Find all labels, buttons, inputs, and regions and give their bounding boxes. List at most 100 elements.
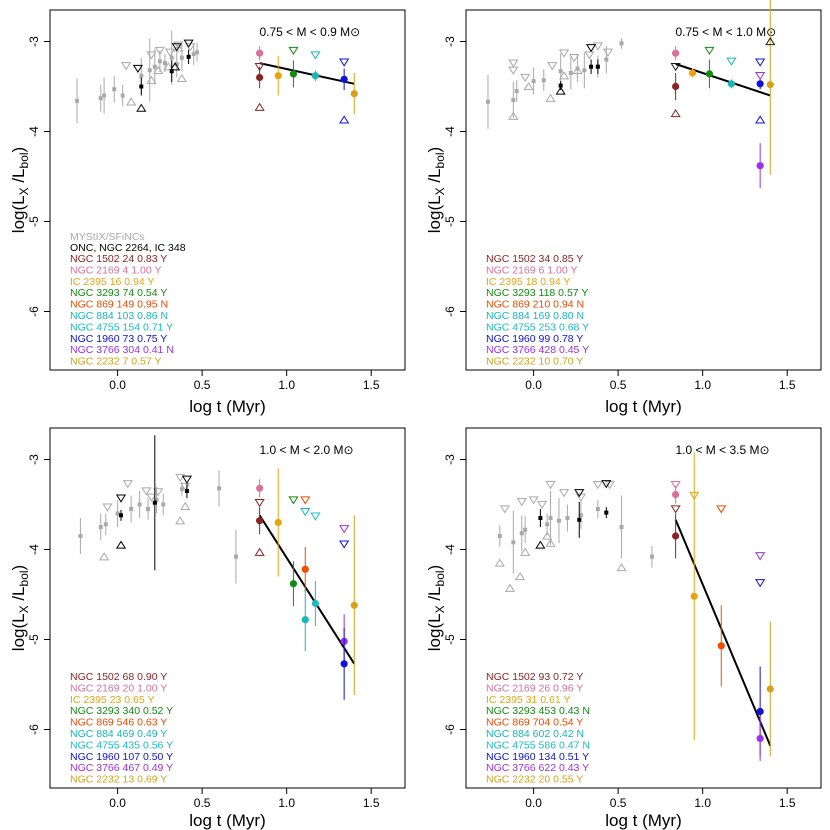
x-tick-label: 0.0 <box>109 796 126 810</box>
y-axis-title-part: /L <box>425 586 444 605</box>
cluster-lower-limit <box>310 51 321 60</box>
cluster-point <box>289 580 298 588</box>
legend-entry: NGC 2169 4 1.00 Y <box>70 264 161 276</box>
gray-point <box>98 96 103 101</box>
gray-point <box>531 79 536 84</box>
y-axis-title-part: X <box>433 605 447 613</box>
legend-header-mystix: MYStIX/SFiNCs <box>70 231 145 243</box>
cluster-lower-limit <box>288 496 299 505</box>
cluster-lower-limit <box>254 63 265 72</box>
gray-point <box>578 513 583 518</box>
gray-point <box>619 41 624 46</box>
black-point <box>538 516 543 520</box>
cluster-lower-limit <box>288 46 299 56</box>
cluster-point <box>256 73 264 82</box>
black-lower-limit <box>601 480 612 489</box>
black-point <box>119 513 123 518</box>
gray-lower-limit <box>122 480 133 489</box>
gray-point <box>112 87 117 92</box>
gray-lower-limit <box>545 481 556 490</box>
gray-point <box>115 511 120 516</box>
cluster-point <box>766 685 774 693</box>
cluster-point <box>274 518 282 527</box>
cluster-lower-limit <box>755 72 766 81</box>
legend-entry: NGC 2232 13 0.69 Y <box>70 774 167 786</box>
gray-lower-limit <box>584 51 595 60</box>
legend-entry: NGC 3766 622 0.43 Y <box>486 762 589 774</box>
gray-point <box>649 554 654 559</box>
gray-lower-limit <box>164 48 176 57</box>
gray-upper-limit <box>558 71 570 80</box>
cluster-point <box>340 75 348 83</box>
black-point <box>577 517 582 522</box>
cluster-point <box>256 49 264 57</box>
panel-top-left: 0.0 0.5 1.0 1.5 -3 -4 -5 -6 log t (Myr) log(LX /L… <box>9 9 406 416</box>
legend-entry: NGC 884 469 0.49 Y <box>70 728 167 740</box>
gray-upper-limit <box>98 552 110 561</box>
gray-point <box>162 61 167 66</box>
cluster-lower-limit <box>310 512 321 521</box>
legend-entry: NGC 1502 68 0.90 Y <box>70 671 167 683</box>
cluster-point <box>756 707 764 716</box>
legend-entry: IC 2395 16 0.94 Y <box>70 276 154 288</box>
legend-entry: NGC 2232 7 0.57 Y <box>70 356 161 368</box>
legend-entry: NGC 1502 24 0.83 Y <box>70 253 167 265</box>
fit-line <box>258 514 356 665</box>
gray-point <box>129 507 134 511</box>
gray-lower-limit <box>558 489 570 498</box>
gray-point <box>519 531 524 536</box>
gray-lower-limit <box>175 473 186 483</box>
black-upper-limit <box>535 540 546 549</box>
gray-lower-limit <box>592 42 603 51</box>
x-tick-label: 1.5 <box>363 378 380 392</box>
x-tick-label: 0.0 <box>525 378 542 392</box>
legend-entry: NGC 869 704 0.54 Y <box>486 717 583 729</box>
y-axis-title-part: bol <box>17 152 31 168</box>
gray-upper-limit <box>176 73 187 83</box>
gray-upper-limit <box>175 516 186 525</box>
cluster-point <box>301 616 309 624</box>
legend-entry: NGC 3766 467 0.49 Y <box>70 762 173 774</box>
plot-frame <box>465 427 822 789</box>
cluster-upper-limit <box>670 108 681 118</box>
gray-upper-limit <box>514 571 526 581</box>
legend-entry: IC 2395 18 0.94 Y <box>486 276 570 288</box>
y-tick-label: -6 <box>443 724 457 735</box>
gray-lower-limit <box>508 66 519 75</box>
gray-lower-limit <box>520 73 531 83</box>
cluster-point <box>256 484 264 492</box>
black-lower-limit <box>171 43 182 52</box>
cluster-upper-limit <box>765 36 776 46</box>
gray-point <box>217 486 222 491</box>
y-axis-title-part: bol <box>17 570 31 586</box>
gray-point <box>146 507 151 511</box>
cluster-lower-limit <box>689 491 700 501</box>
y-axis-title-part: ) <box>9 147 28 153</box>
cluster-lower-limit <box>755 579 766 588</box>
legend-entry: NGC 1502 93 0.72 Y <box>486 671 583 683</box>
black-upper-limit <box>169 62 181 71</box>
gray-point <box>511 540 516 545</box>
plot-frame <box>49 9 406 371</box>
gray-lower-limit <box>558 49 570 58</box>
plot-frame <box>465 9 822 371</box>
cluster-point <box>301 565 309 573</box>
fit-line <box>675 63 771 97</box>
gray-point <box>485 99 490 104</box>
x-tick-label: 0.5 <box>194 378 211 392</box>
gray-point <box>582 68 587 73</box>
cluster-point <box>340 660 348 668</box>
cluster-lower-limit <box>704 46 715 56</box>
cluster-point <box>672 49 680 57</box>
x-tick-label: 1.5 <box>779 378 796 392</box>
gray-upper-limit <box>508 111 519 120</box>
y-tick-label: -3 <box>27 36 41 47</box>
legend-entry: NGC 1960 99 0.78 Y <box>486 333 583 345</box>
gray-lower-limit <box>120 62 132 71</box>
legend-entry: IC 2395 23 0.65 Y <box>70 694 154 706</box>
gray-point <box>103 522 108 527</box>
x-axis-title: log t (Myr) <box>605 811 682 830</box>
legend-entry: NGC 3766 428 0.45 Y <box>486 344 589 356</box>
black-point <box>139 84 144 89</box>
gray-point <box>157 59 162 64</box>
